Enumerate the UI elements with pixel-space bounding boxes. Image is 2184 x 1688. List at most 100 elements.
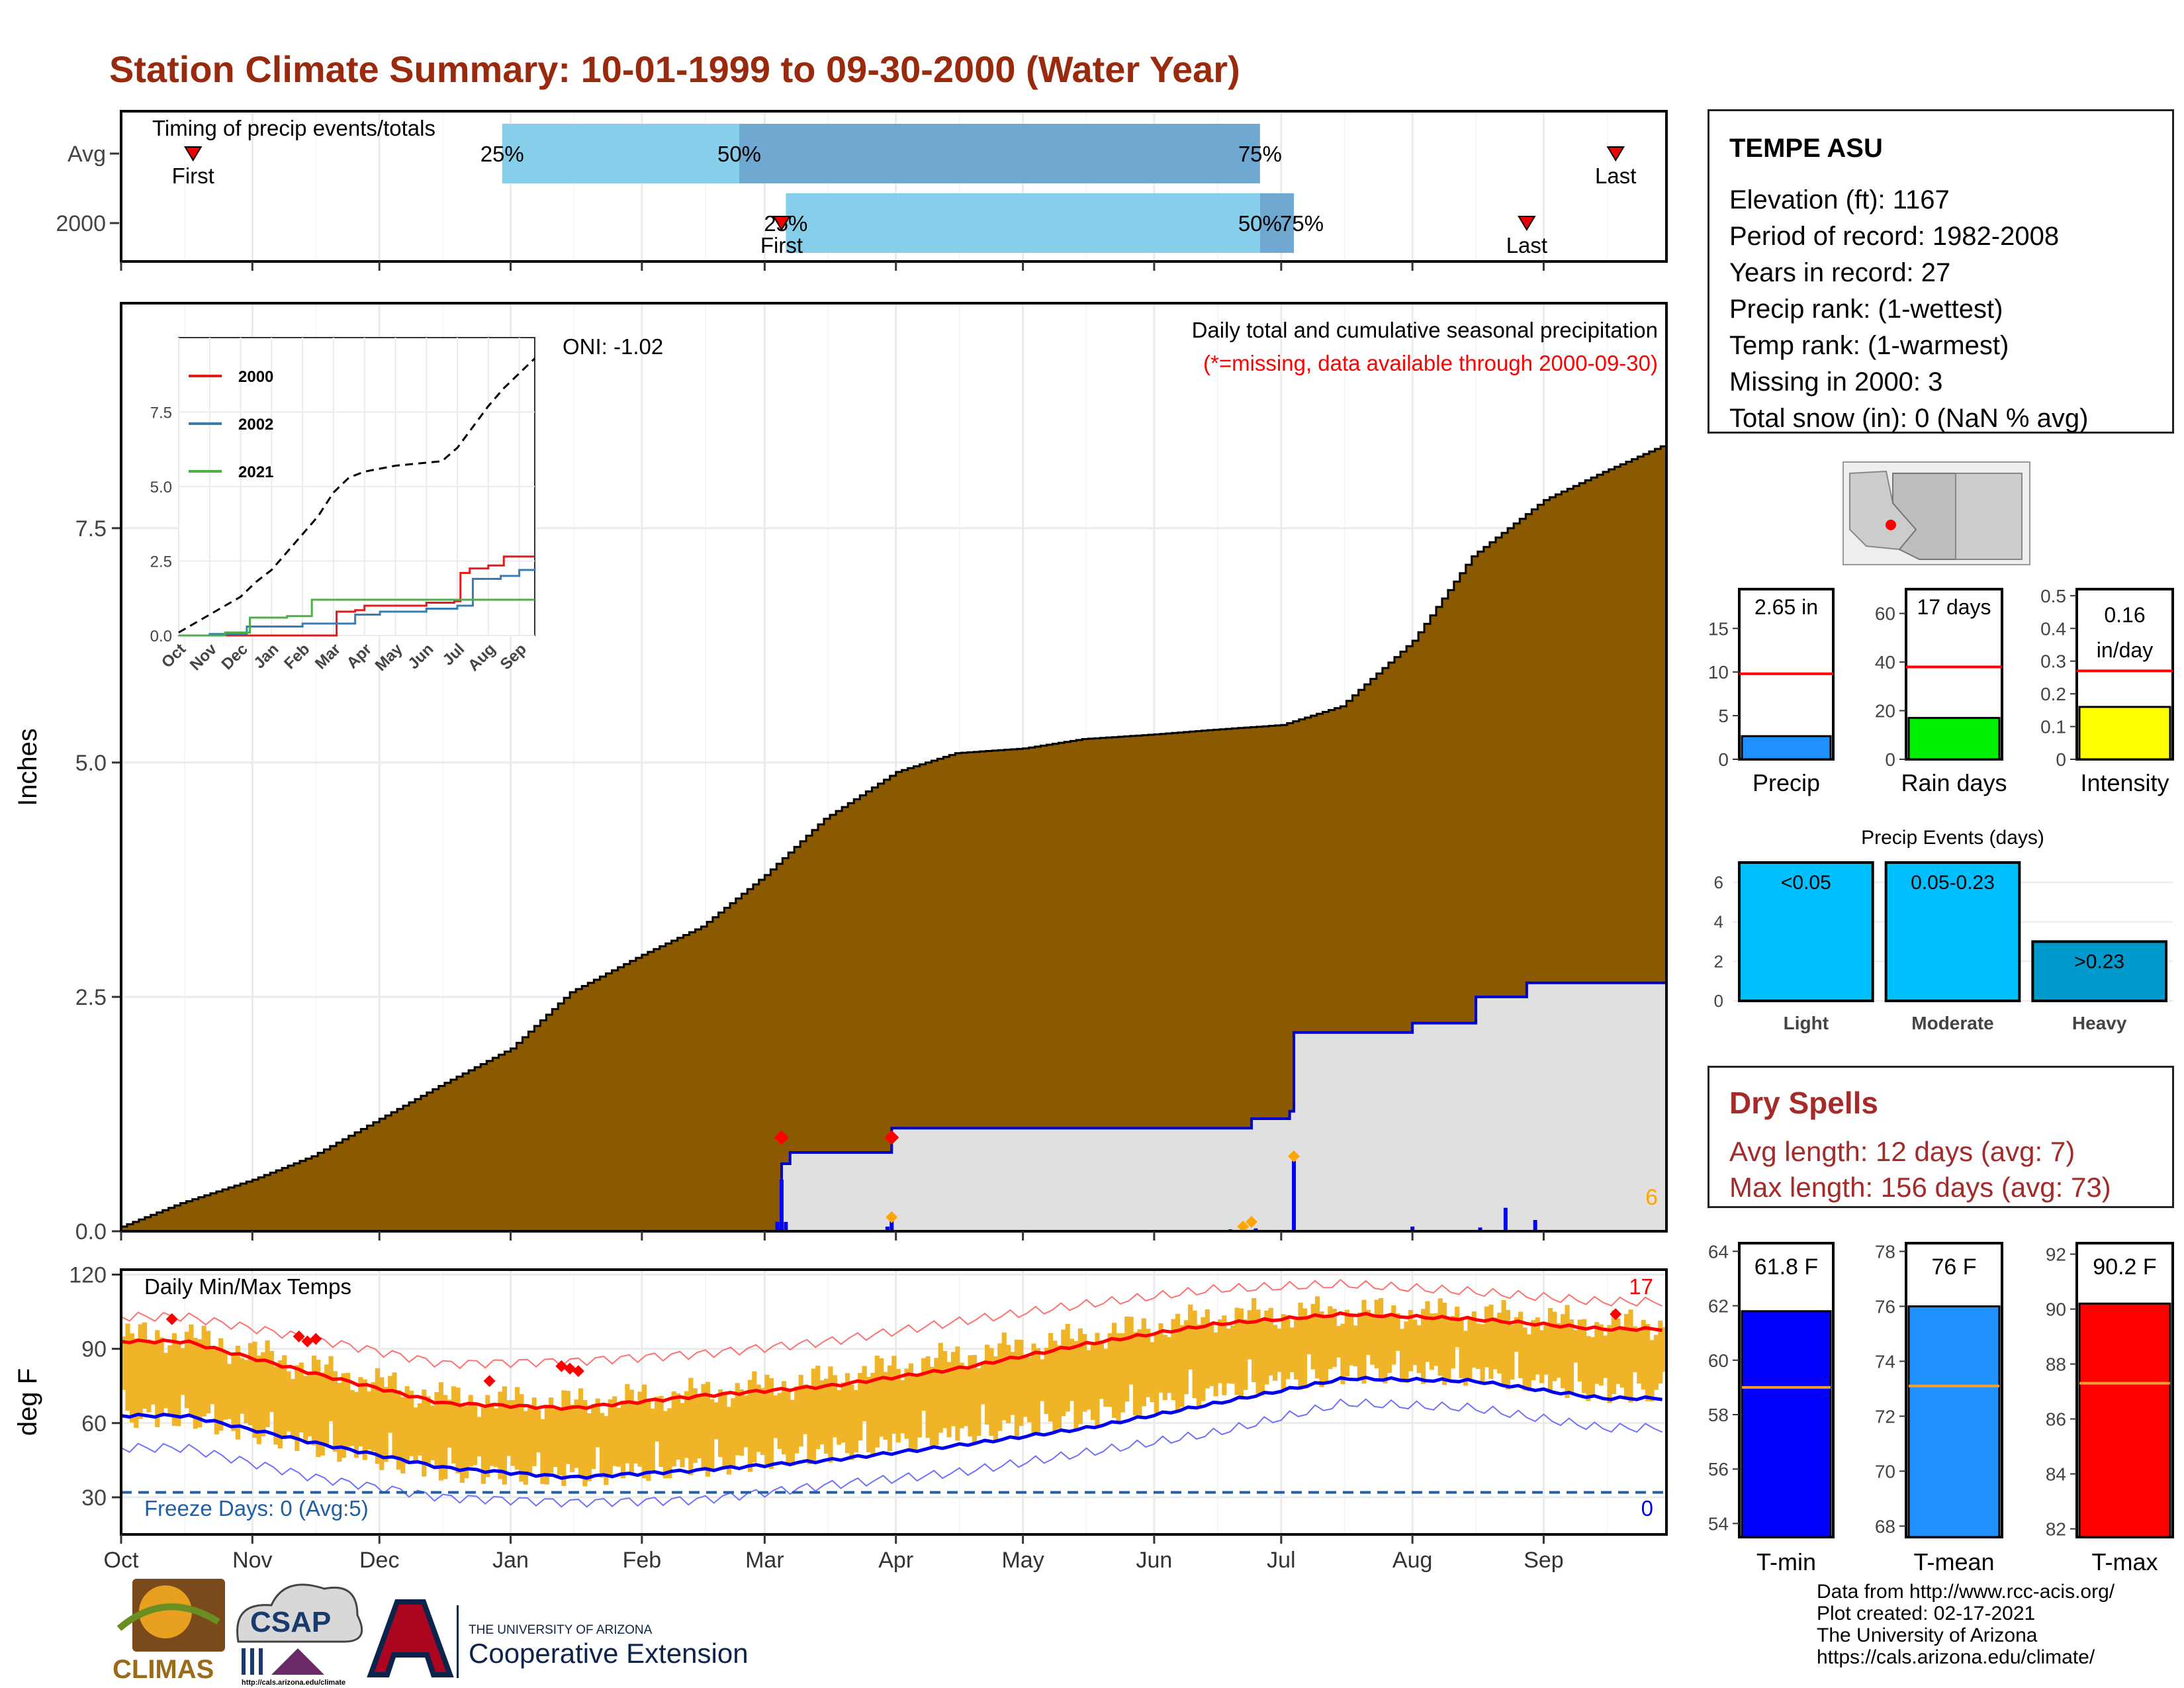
y-tick-label: 30 — [81, 1485, 107, 1511]
y-tick-label: 4 — [1714, 912, 1723, 932]
daily-temp-bar — [1243, 1319, 1248, 1390]
daily-temp-bar — [646, 1399, 651, 1481]
daily-temp-bar — [1561, 1314, 1566, 1388]
y-tick-label: 72 — [1875, 1406, 1895, 1427]
daily-temp-bar — [226, 1364, 232, 1419]
daily-temp-bar — [1086, 1350, 1091, 1410]
daily-temp-bar — [1306, 1317, 1312, 1354]
daily-temp-bar — [353, 1391, 359, 1458]
daily-temp-bar — [1645, 1324, 1651, 1401]
daily-temp-bar — [129, 1333, 134, 1423]
daily-temp-bar — [1027, 1357, 1032, 1423]
daily-temp-bar — [1437, 1298, 1443, 1376]
daily-temp-bar — [1484, 1306, 1490, 1368]
daily-temp-bar — [1264, 1310, 1269, 1385]
daily-temp-bar — [409, 1390, 414, 1456]
daily-temp-bar — [1446, 1319, 1451, 1381]
timing-row-label: Avg — [68, 142, 106, 167]
cumulative-2000-area — [121, 982, 1666, 1231]
daily-temp-bar — [535, 1410, 541, 1453]
panel-border — [120, 110, 1668, 263]
daily-temp-bar — [1099, 1341, 1104, 1399]
daily-temp-bar — [832, 1375, 837, 1438]
daily-temp-bar — [1598, 1324, 1604, 1386]
y-tick-label: 20 — [1875, 701, 1895, 722]
daily-temp-bar — [1319, 1311, 1324, 1387]
daily-temp-bar — [1158, 1323, 1163, 1393]
daily-temp-bar — [451, 1386, 457, 1464]
station-info-row: Elevation (ft): 1167 — [1729, 185, 1950, 214]
daily-temp-bar — [786, 1389, 791, 1466]
daily-temp-bar — [616, 1407, 621, 1467]
freeze-label: Freeze Days: 0 (Avg:5) — [144, 1496, 369, 1521]
record-mark — [301, 1335, 314, 1348]
daily-temp-bar — [773, 1395, 778, 1438]
dry-spells-title: Dry Spells — [1729, 1086, 1878, 1120]
daily-temp-bar — [849, 1384, 854, 1460]
daily-temp-bar — [261, 1352, 266, 1436]
daily-temp-bar — [1590, 1336, 1596, 1395]
y-tick-label: 62 — [1708, 1296, 1729, 1317]
station-info-box: TEMPE ASU Elevation (ft): 1167 Period of… — [1707, 109, 2174, 434]
temp-summary-label: T-mean — [1913, 1548, 1994, 1575]
daily-temp-bar — [557, 1407, 563, 1476]
daily-temp-bar — [324, 1364, 330, 1445]
daily-temp-bar — [1103, 1348, 1109, 1407]
daily-temp-bar — [790, 1399, 795, 1466]
daily-temp-bar — [286, 1371, 291, 1432]
daily-temp-bar — [1209, 1323, 1214, 1386]
daily-temp-bar — [383, 1387, 388, 1462]
daily-temp-bar — [1010, 1352, 1015, 1415]
daily-temp-bar — [874, 1355, 880, 1448]
daily-temp-bar — [955, 1346, 960, 1441]
daily-temp-bar — [1552, 1311, 1557, 1382]
daily-temp-bar — [964, 1368, 969, 1427]
daily-temp-bar — [1167, 1336, 1172, 1393]
x-tick-label: Oct — [104, 1548, 139, 1573]
csap-logo: CSAP http://cals.arizona.edu/climate — [236, 1583, 363, 1687]
daily-temp-bar — [781, 1381, 787, 1455]
daily-temp-bar — [980, 1362, 985, 1405]
daily-temp-bar — [1615, 1318, 1621, 1384]
summary-bar — [1741, 735, 1832, 761]
inset-legend-label: 2000 — [238, 368, 273, 386]
daily-temp-bar — [802, 1384, 808, 1434]
daily-temp-bar — [477, 1417, 482, 1457]
y-tick-label: 82 — [2046, 1519, 2066, 1540]
daily-temp-bar — [904, 1368, 909, 1439]
daily-temp-bar — [138, 1324, 143, 1419]
daily-temp-bar — [235, 1345, 240, 1440]
daily-temp-bar — [171, 1333, 177, 1426]
daily-temp-bar — [1416, 1325, 1422, 1374]
events-bar-label: 0.05-0.23 — [1911, 872, 1995, 894]
daily-temp-bar — [811, 1368, 816, 1462]
timing-bar-25-50 — [786, 193, 1260, 253]
timing-p25-label: 25% — [480, 142, 524, 166]
daily-temp-bar — [582, 1400, 588, 1487]
daily-temp-bar — [1387, 1317, 1392, 1374]
inset-y-tick-label: 0.0 — [150, 628, 172, 645]
timing-p50-label: 50% — [1238, 211, 1282, 236]
page-title: Station Climate Summary: 10-01-1999 to 0… — [109, 48, 1240, 90]
daily-temp-bar — [1141, 1318, 1146, 1407]
daily-temp-bar — [726, 1407, 732, 1475]
events-bar-label: <0.05 — [1781, 872, 1831, 894]
daily-temp-bar — [328, 1356, 334, 1422]
daily-temp-bar — [341, 1373, 346, 1458]
daily-temp-bar — [913, 1376, 918, 1450]
daily-temp-bar — [155, 1330, 160, 1428]
daily-temp-bar — [612, 1396, 617, 1466]
temp-summary-bar — [1907, 1305, 2001, 1538]
daily-temp-bar — [388, 1376, 393, 1433]
y-tick-label: 0.2 — [2040, 684, 2066, 704]
inset-series-line — [179, 555, 535, 637]
daily-temp-bar — [1518, 1311, 1524, 1379]
daily-temp-bar — [1459, 1319, 1464, 1379]
daily-temp-bar — [819, 1380, 825, 1445]
daily-temp-bar — [362, 1379, 367, 1460]
daily-temp-bar — [379, 1377, 385, 1470]
daily-temp-bar — [400, 1397, 406, 1474]
daily-temp-bar — [1476, 1323, 1481, 1370]
daily-temp-bar — [549, 1397, 554, 1474]
event-mark — [886, 1211, 898, 1223]
